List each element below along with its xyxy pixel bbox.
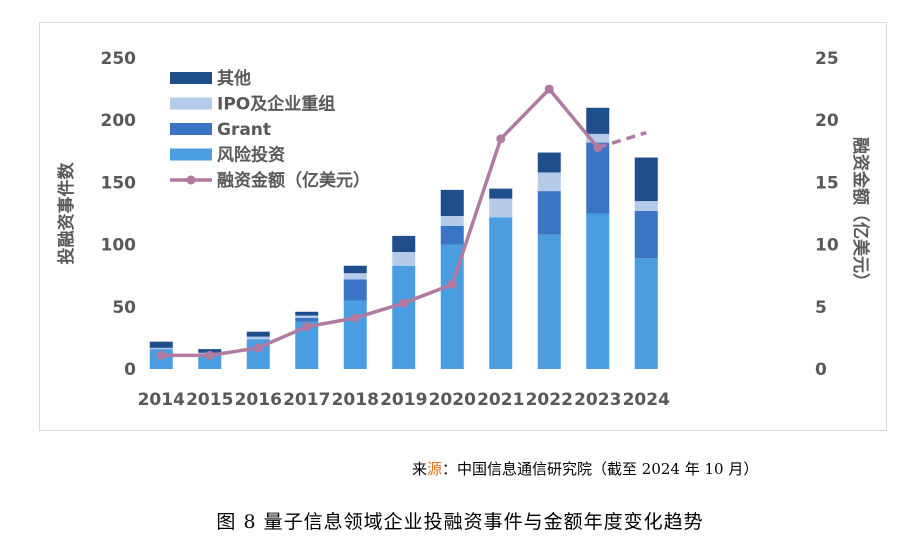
bar-segment [586,142,610,214]
legend-label: Grant [217,120,271,140]
line-point [302,322,312,332]
bar-segment [392,235,416,253]
bar-segment [440,189,464,216]
bar-segment [537,234,561,369]
line-point [350,313,360,323]
y-left-axis-title: 投融资事件数 [56,162,77,265]
bar-segment [246,331,270,337]
line-point [156,350,166,360]
legend-label: 融资金额（亿美元） [217,170,370,191]
y-right-tick-label: 0 [815,360,827,380]
y-right-tick-label: 15 [815,173,839,193]
y-right-axis-title: 融资金额（亿美元） [850,137,871,290]
y-left-tick-label: 150 [101,173,137,193]
bar-segment [634,211,658,259]
legend-marker [186,175,196,185]
y-right-tick-label: 20 [815,111,839,131]
bar-segment [586,133,610,143]
y-left-tick-label: 200 [101,111,137,131]
y-right-tick-label: 25 [815,49,839,69]
line-point [205,350,215,360]
bar-segment [392,265,416,369]
bar-segment [343,300,367,369]
bar-segment [586,213,610,369]
source-accent: 源 [427,460,443,478]
bar-segment [634,201,658,212]
line-series [161,86,600,358]
x-tick-label: 2019 [380,390,427,410]
x-tick-label: 2023 [574,390,621,410]
line-series-projection [597,130,647,150]
bar-segment [489,198,513,218]
bar-segment [343,273,367,280]
bar-segment [149,341,173,348]
x-tick-label: 2022 [526,390,573,410]
source-text: ：中国信息通信研究院（截至 2024 年 10 月） [442,460,759,478]
bar-segment [634,157,658,202]
y-left-tick-label: 250 [101,49,137,69]
line-point [447,279,457,289]
legend-swatch [170,148,212,161]
bar-segment [440,244,464,369]
y-left-tick-label: 50 [112,298,136,318]
legend-swatch [170,72,212,84]
y-left-tick-label: 100 [101,236,137,256]
line-point [544,84,554,94]
bar-segment [440,225,464,245]
line-point [593,143,603,153]
bar-segment [489,217,513,369]
y-left-tick-label: 0 [124,360,136,380]
x-tick-label: 2016 [235,390,282,410]
bar-segment [198,354,222,369]
bar-segment [489,188,513,199]
bar-segment [295,311,319,316]
legend-label: 风险投资 [217,145,285,166]
chart-frame: 0 50 100 150 200 250 0 5 10 15 20 25 2014 2015 2016 201… [39,22,887,431]
source-note: 来源：中国信息通信研究院（截至 2024 年 10 月） [412,458,892,479]
x-tick-label: 2018 [332,390,379,410]
figure-caption: 图 8 量子信息领域企业投融资事件与金额年度变化趋势 [216,511,704,533]
bar-segment [634,258,658,369]
line-point [496,134,506,144]
x-tick-label: 2017 [283,390,330,410]
bar-segment [537,172,561,192]
bar-segment [537,152,561,173]
legend-swatch [170,97,212,110]
x-tick-label: 2024 [623,390,670,410]
y-right-tick-label: 10 [815,236,839,256]
bar-segment [295,321,319,369]
legend-swatch [170,123,212,135]
bar-segment [295,317,319,322]
bar-segment [343,279,367,301]
bar-segment [246,336,270,340]
bar-segment [392,252,416,266]
x-tick-label: 2014 [138,390,185,410]
bar-segment [149,347,173,350]
bar-segment [343,265,367,274]
bar-segment [295,315,319,318]
x-tick-label: 2021 [477,390,524,410]
legend-label: IPO及企业重组 [217,94,335,115]
legend-label: 其他 [217,68,251,89]
bar-segment [537,191,561,235]
x-tick-label: 2020 [429,390,476,410]
x-tick-label: 2015 [186,390,233,410]
bar-segment [586,107,610,134]
bar-segment [440,215,464,226]
source-prefix: 来 [412,460,428,478]
line-point [253,343,263,353]
y-right-tick-label: 5 [815,298,827,318]
line-point [399,298,409,308]
